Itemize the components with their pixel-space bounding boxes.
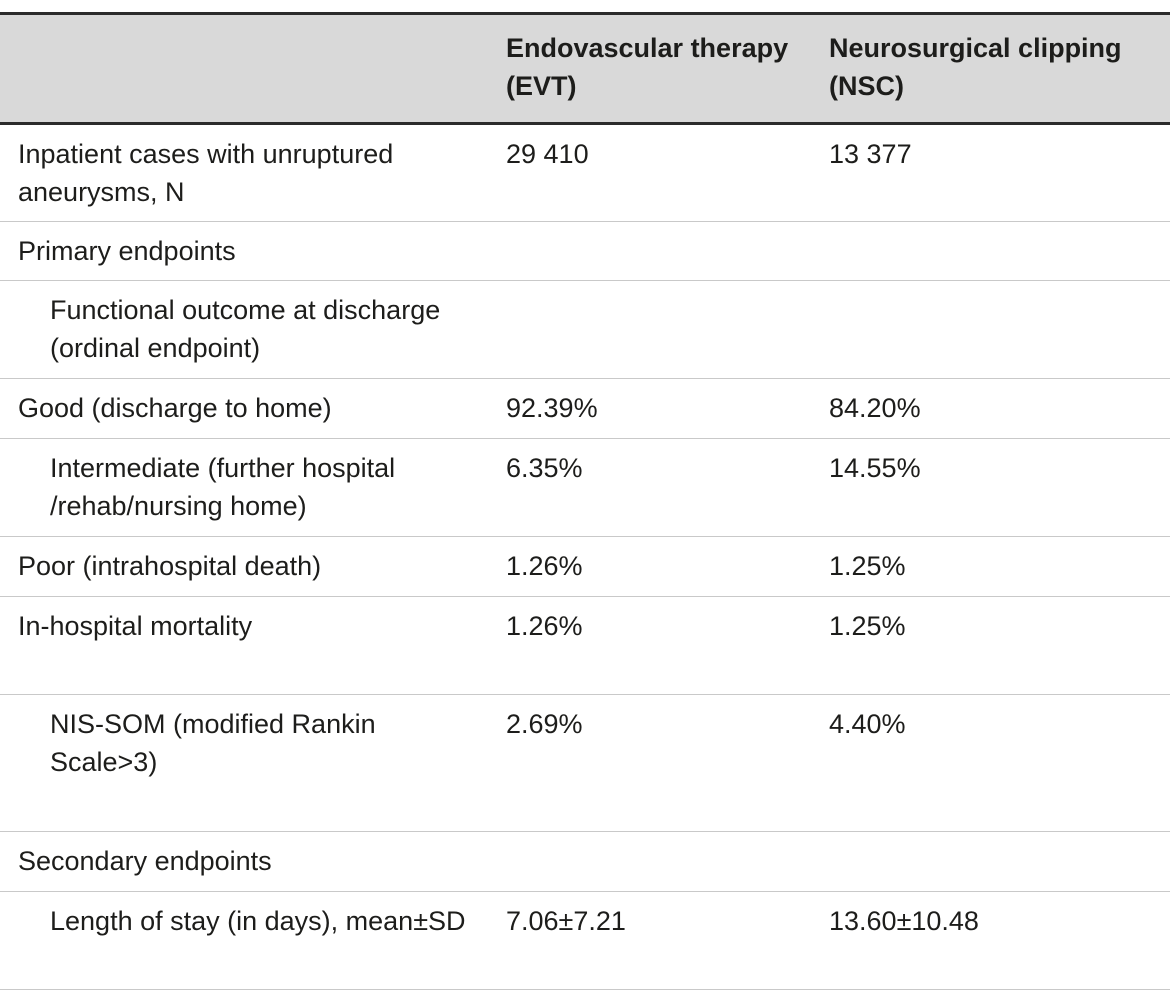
evt-value: 1.26%	[506, 611, 583, 641]
table-row: Inpatient cases with unruptured aneurysm…	[0, 124, 1170, 222]
evt-value: 2.69%	[506, 709, 583, 739]
evt-value	[490, 281, 813, 379]
table-header-row: Endovascular therapy (EVT) Neurosurgical…	[0, 13, 1170, 124]
table-row: Length of stay (in days), mean±SD 7.06±7…	[0, 892, 1170, 990]
table-row: Secondary endpoints	[0, 832, 1170, 892]
nsc-value	[813, 281, 1170, 379]
evt-value: 6.35%	[506, 453, 583, 483]
evt-value	[490, 222, 813, 281]
table-row: In-hospital mortality 1.26% 1.25%	[0, 597, 1170, 695]
nsc-value: 4.40%	[829, 709, 906, 739]
section-label: Secondary endpoints	[18, 846, 272, 876]
row-label: In-hospital mortality	[18, 611, 253, 641]
results-table: Endovascular therapy (EVT) Neurosurgical…	[0, 12, 1170, 990]
table-row: Good (discharge to home) 92.39% 84.20%	[0, 379, 1170, 439]
row-label: NIS-SOM (modified Rankin Scale>3)	[50, 709, 376, 777]
table-row: Functional outcome at discharge (ordinal…	[0, 281, 1170, 379]
nsc-value: 1.25%	[829, 611, 906, 641]
nsc-value: 14.55%	[829, 453, 921, 483]
section-label: Primary endpoints	[18, 236, 236, 266]
row-label: Functional outcome at discharge (ordinal…	[50, 295, 441, 363]
evt-value: 7.06±7.21	[506, 906, 626, 936]
table-row: NIS-SOM (modified Rankin Scale>3) 2.69% …	[0, 695, 1170, 832]
header-label-cell	[0, 14, 490, 124]
table-row: Primary endpoints	[0, 222, 1170, 281]
evt-value: 92.39%	[506, 393, 598, 423]
header-nsc: Neurosurgical clipping (NSC)	[829, 33, 1122, 101]
nsc-value: 13 377	[829, 139, 912, 169]
row-label: Length of stay (in days), mean±SD	[50, 906, 466, 936]
nsc-value: 1.25%	[829, 551, 906, 581]
nsc-value	[813, 832, 1170, 892]
nsc-value: 84.20%	[829, 393, 921, 423]
nsc-value: 13.60±10.48	[829, 906, 979, 936]
evt-value: 1.26%	[506, 551, 583, 581]
row-label: Poor (intrahospital death)	[18, 551, 322, 581]
nsc-value	[813, 222, 1170, 281]
row-label: Intermediate (further hospital /rehab/nu…	[50, 453, 396, 521]
header-evt: Endovascular therapy (EVT)	[506, 33, 789, 101]
row-label: Inpatient cases with unruptured aneurysm…	[18, 139, 394, 207]
table-row: Intermediate (further hospital /rehab/nu…	[0, 439, 1170, 537]
table-row: Poor (intrahospital death) 1.26% 1.25%	[0, 537, 1170, 597]
evt-value	[490, 832, 813, 892]
row-label: Good (discharge to home)	[18, 393, 332, 423]
evt-value: 29 410	[506, 139, 589, 169]
